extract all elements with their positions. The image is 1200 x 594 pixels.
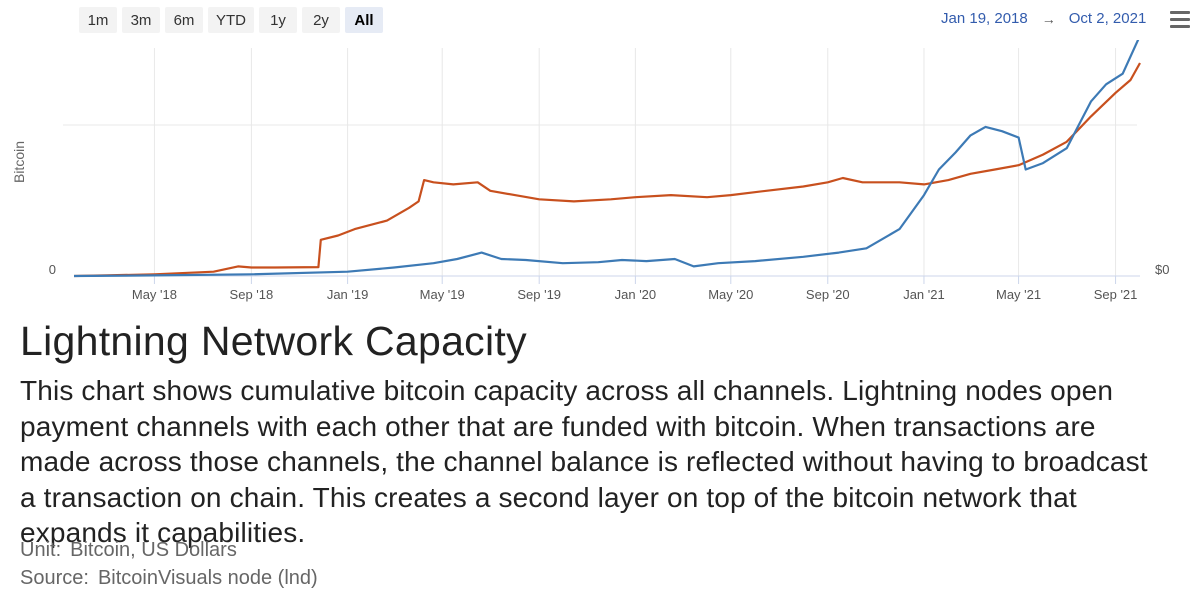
x-tick-label: Sep '19 [517,287,561,302]
x-tick-label: Jan '19 [327,287,369,302]
x-tick-label: Jan '20 [615,287,657,302]
range-selector: 1m 3m 6m YTD 1y 2y All [79,7,383,34]
hamburger-menu-icon[interactable] [1170,11,1190,29]
y-axis-title: Bitcoin [11,141,27,183]
unit-line: Unit: Bitcoin, US Dollars [20,539,237,562]
unit-value: Bitcoin, US Dollars [70,539,237,561]
x-tick-label: May '20 [708,287,753,302]
range-button-1m[interactable]: 1m [79,7,117,33]
x-tick-label: Sep '20 [806,287,850,302]
series-line-2 [73,40,1140,278]
y-left-tick-label: 0 [49,262,56,277]
x-tick-label: Sep '18 [230,287,274,302]
range-button-ytd[interactable]: YTD [208,7,254,33]
series-line-1 [73,62,1141,278]
x-tick-label: Jan '21 [903,287,945,302]
source-label: Source: [20,567,89,589]
chart-description: This chart shows cumulative bitcoin capa… [20,375,1148,548]
date-to-input[interactable]: Oct 2, 2021 [1068,10,1147,27]
range-button-all[interactable]: All [345,7,383,33]
unit-label: Unit: [20,539,62,561]
source-line: Source: BitcoinVisuals node (lnd) [20,567,318,590]
date-from-input[interactable]: Jan 19, 2018 [941,10,1028,27]
line-chart: May '18 Sep '18 Jan '19 May '19 Sep '19 Jan '… [11,40,1169,302]
source-value: BitcoinVisuals node (lnd) [97,567,318,589]
date-range: Jan 19, 2018 → Oct 2, 2021 [941,10,1146,27]
x-tick-label: May '19 [420,287,465,302]
x-tick-label: Sep '21 [1094,287,1138,302]
y-right-tick-label: $0 [1155,262,1169,277]
x-tick-label: May '18 [132,287,177,302]
range-button-2y[interactable]: 2y [302,7,340,33]
range-button-3m[interactable]: 3m [122,7,160,33]
chart-title: Lightning Network Capacity [20,318,527,364]
range-button-6m[interactable]: 6m [165,7,203,33]
arrow-right-icon: → [1041,10,1056,27]
x-tick-label: May '21 [996,287,1041,302]
range-button-1y[interactable]: 1y [259,7,297,33]
